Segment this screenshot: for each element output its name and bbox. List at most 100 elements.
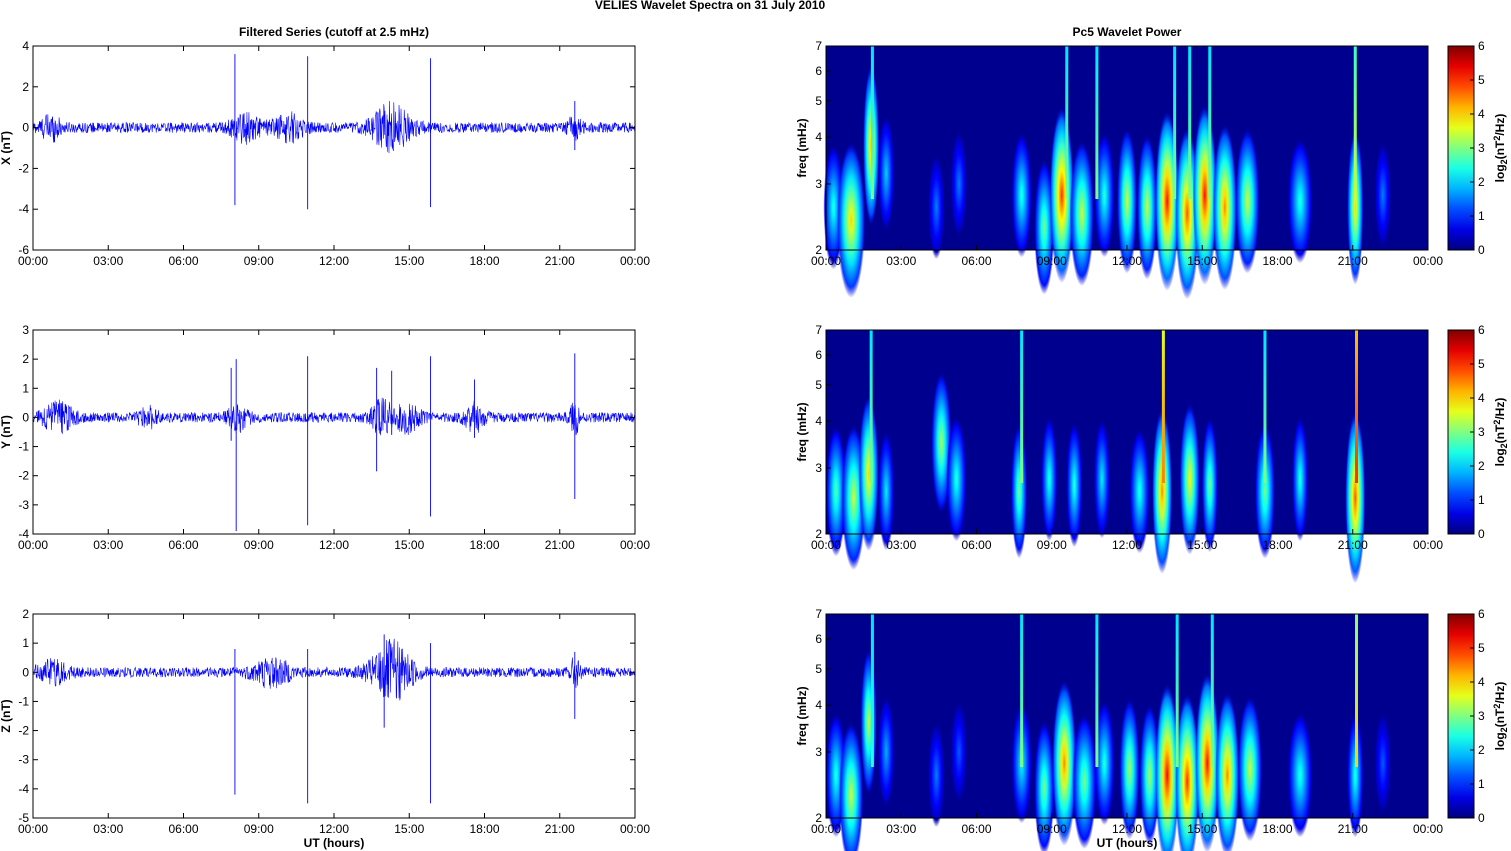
- series_x-xtick-label: 21:00: [545, 254, 575, 268]
- power_x-power-ridge: [1208, 46, 1212, 199]
- power_y-power-blob: [1066, 422, 1083, 548]
- power_x-xtick-label: 18:00: [1262, 254, 1292, 268]
- series_y-trace: [32, 397, 636, 436]
- power_x-colorbar-tick-label: 0: [1478, 243, 1485, 257]
- power_y-ylabel: freq (mHz): [795, 402, 809, 461]
- series_x-ytick-label: 4: [22, 39, 29, 53]
- series_z-xtick-label: 21:00: [545, 822, 575, 836]
- power_z-xtick-label: 00:00: [1413, 822, 1443, 836]
- power_y-colorbar-tick-label: 4: [1478, 391, 1485, 405]
- series_z-ytick-label: -5: [18, 811, 29, 825]
- series_y-ytick-label: -4: [18, 527, 29, 541]
- power_y-power-blob: [826, 425, 847, 557]
- series_z-ylabel: Z (nT): [0, 699, 13, 732]
- power_y-ytick-label: 5: [815, 378, 822, 392]
- series_y-ytick-label: -3: [18, 498, 29, 512]
- power_z-xtick-label: 03:00: [886, 822, 916, 836]
- power_z-ytick-label: 4: [815, 698, 822, 712]
- series_z-ytick-label: 1: [22, 636, 29, 650]
- power_x-power-ridge: [870, 46, 874, 199]
- power_x-colorbar-label: log2(nT2/Hz): [1492, 114, 1508, 183]
- power_z-xtick-label: 18:00: [1262, 822, 1292, 836]
- power_x-colorbar-tick-label: 2: [1478, 175, 1485, 189]
- series_x-trace: [32, 100, 636, 154]
- power_y-colorbar-tick-label: 3: [1478, 425, 1485, 439]
- plots-group: 420-2-4-600:00 03:00 06:00 09:00 12:00 15:00 1…: [0, 39, 1509, 851]
- power_z-power-blob: [950, 701, 967, 802]
- series_z-ytick-label: -2: [18, 724, 29, 738]
- left-xlabel: UT (hours): [304, 836, 365, 850]
- power_y-power-blob: [1152, 408, 1173, 574]
- power_z-xtick-label: 09:00: [1037, 822, 1067, 836]
- series_y-xtick-label: 21:00: [545, 538, 575, 552]
- power_x-power-ridge: [1095, 46, 1099, 199]
- series_z-ytick-label: 0: [22, 665, 29, 679]
- power_y-xtick-label: 21:00: [1338, 538, 1368, 552]
- power_x-power-blob: [1155, 111, 1180, 291]
- power_x-xtick-label: 21:00: [1338, 254, 1368, 268]
- series_x-xtick-label: 06:00: [168, 254, 198, 268]
- power_y-ytick-label: 4: [815, 414, 822, 428]
- power_z-xtick-label: 00:00: [811, 822, 841, 836]
- power_y-xtick-label: 00:00: [811, 538, 841, 552]
- power_z-colorbar-tick-label: 6: [1478, 607, 1485, 621]
- power_y-xtick-label: 03:00: [886, 538, 916, 552]
- left-column-title: Filtered Series (cutoff at 2.5 mHz): [239, 25, 429, 39]
- power_x-xtick-label: 00:00: [1413, 254, 1443, 268]
- power_x-power-ridge: [1065, 46, 1069, 199]
- right-column-title: Pc5 Wavelet Power: [1073, 25, 1182, 39]
- power_z-xtick-label: 21:00: [1338, 822, 1368, 836]
- power_x-xtick-label: 03:00: [886, 254, 916, 268]
- power_y-ytick-label: 7: [815, 323, 822, 337]
- series_y-ytick-label: -2: [18, 469, 29, 483]
- series_x-ytick-label: 0: [22, 121, 29, 135]
- power_y-power-blob: [878, 432, 895, 551]
- power_z-colorbar: [1447, 613, 1475, 819]
- power_y-power-ridge: [1355, 330, 1359, 483]
- power_y-power-ridge: [1161, 330, 1165, 483]
- power_y-colorbar: [1447, 329, 1475, 535]
- power_y-ytick-label: 2: [815, 527, 822, 541]
- power_z-colorbar-tick-label: 4: [1478, 675, 1485, 689]
- series_z-xtick-label: 09:00: [244, 822, 274, 836]
- power_z-power-blob: [860, 649, 877, 795]
- power_z-power-ridge: [1210, 614, 1214, 767]
- series_z-ytick-label: -3: [18, 753, 29, 767]
- series_y-xtick-label: 03:00: [93, 538, 123, 552]
- power_x-power-blob: [1116, 128, 1138, 274]
- power_z-power-blob: [1094, 700, 1115, 826]
- series_y-plot-area: [33, 330, 635, 534]
- power_x-ytick-label: 6: [815, 64, 822, 78]
- power_x-colorbar-tick-label: 5: [1478, 73, 1485, 87]
- series_y-ytick-label: -1: [18, 440, 29, 454]
- power_x-ytick-label: 3: [815, 177, 822, 191]
- power_z-power-blob: [1072, 714, 1097, 849]
- power_y-colorbar-label: log2(nT2/Hz): [1492, 398, 1508, 467]
- power_x-power-blob: [1069, 141, 1094, 287]
- power_z-power-blob: [1237, 696, 1262, 842]
- power_x-power-blob: [1212, 124, 1237, 290]
- power_x-power-blob: [928, 155, 945, 260]
- power_y-power-blob: [1345, 411, 1366, 584]
- power_z-power-blob: [1119, 698, 1140, 840]
- series_z-xtick-label: 18:00: [469, 822, 499, 836]
- power_y-plot-area: [826, 330, 1428, 534]
- power_y-power-blob: [1292, 416, 1309, 542]
- series_y-ytick-label: 2: [22, 352, 29, 366]
- power_z-power-blob: [1215, 692, 1240, 851]
- series_x-xtick-label: 18:00: [469, 254, 499, 268]
- power_y-xtick-label: 00:00: [1413, 538, 1443, 552]
- power_y-power-blob: [858, 395, 879, 552]
- series_z-xtick-label: 00:00: [620, 822, 650, 836]
- power_z-xtick-label: 15:00: [1187, 822, 1217, 836]
- power_z-power-blob: [928, 723, 945, 828]
- series_z-xtick-label: 00:00: [18, 822, 48, 836]
- power_z-colorbar-tick-label: 5: [1478, 641, 1485, 655]
- power_x-power-blob: [1094, 132, 1115, 258]
- series_y-ytick-label: 1: [22, 381, 29, 395]
- series_x-panel: 420-2-4-600:00 03:00 06:00 09:00 12:00 15:00 1…: [0, 39, 650, 268]
- power_x-xtick-label: 12:00: [1112, 254, 1142, 268]
